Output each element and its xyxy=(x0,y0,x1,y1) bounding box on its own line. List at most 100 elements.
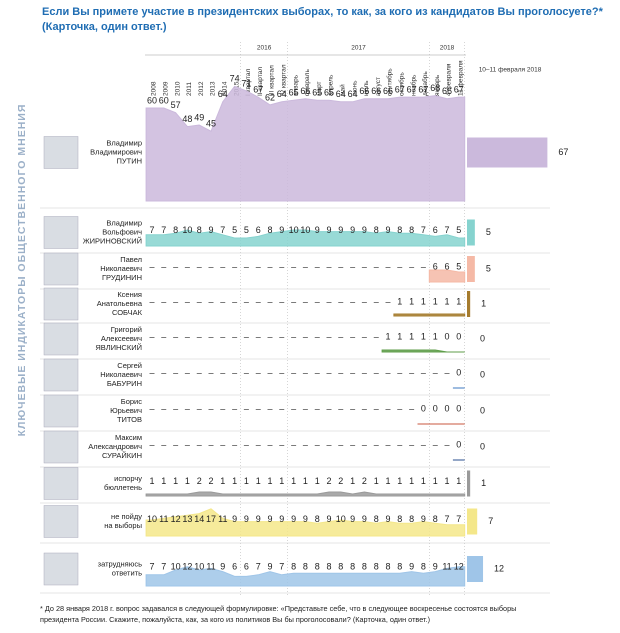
missing-label: – xyxy=(173,367,178,377)
column-label: август xyxy=(375,77,382,96)
value-label: 1 xyxy=(267,476,272,486)
missing-label: – xyxy=(244,367,249,377)
value-label: 9 xyxy=(279,514,284,524)
row-name: Алексеевич xyxy=(101,334,142,343)
value-label: 7 xyxy=(456,514,461,524)
value-label: 10 xyxy=(147,514,157,524)
value-label: 8 xyxy=(362,561,367,571)
current-bar xyxy=(467,137,548,168)
missing-label: – xyxy=(256,296,261,306)
value-label: 9 xyxy=(362,225,367,235)
missing-label: – xyxy=(291,403,296,413)
portrait xyxy=(43,216,79,249)
value-label: 1 xyxy=(232,476,237,486)
missing-label: – xyxy=(185,367,190,377)
value-label: 10 xyxy=(289,225,299,235)
missing-label: – xyxy=(267,367,272,377)
missing-label: – xyxy=(149,403,154,413)
missing-label: – xyxy=(267,296,272,306)
missing-label: – xyxy=(173,296,178,306)
value-label: 11 xyxy=(442,561,451,571)
value-label: 2 xyxy=(197,476,202,486)
missing-label: – xyxy=(197,296,202,306)
missing-label: – xyxy=(161,296,166,306)
missing-label: – xyxy=(350,331,355,341)
portrait xyxy=(43,430,79,464)
value-label: 12 xyxy=(171,514,181,524)
value-label: 6 xyxy=(433,225,438,235)
value-label: 7 xyxy=(220,225,225,235)
value-label: 8 xyxy=(374,514,379,524)
column-label: 2013 xyxy=(210,81,217,96)
missing-label: – xyxy=(185,439,190,449)
missing-label: – xyxy=(161,261,166,271)
row-name: не пойду xyxy=(111,512,142,521)
portrait xyxy=(43,467,79,500)
missing-label: – xyxy=(256,439,261,449)
value-label: 10 xyxy=(300,225,310,235)
current-label: 5 xyxy=(486,227,491,237)
current-bar xyxy=(467,219,475,246)
side-label: КЛЮЧЕВЫЕ ИНДИКАТОРЫ ОБЩЕСТВЕННОГО МНЕНИЯ xyxy=(16,104,28,437)
missing-label: – xyxy=(385,439,390,449)
row-name: Анатольевна xyxy=(97,299,143,308)
value-label: 8 xyxy=(173,225,178,235)
missing-label: – xyxy=(326,296,331,306)
missing-label: – xyxy=(232,296,237,306)
row-name: ТИТОВ xyxy=(117,415,142,424)
missing-label: – xyxy=(362,367,367,377)
value-label: 1 xyxy=(433,331,438,341)
missing-label: – xyxy=(444,367,449,377)
missing-label: – xyxy=(173,439,178,449)
value-label: 1 xyxy=(173,476,178,486)
column-label: февраль xyxy=(304,69,311,96)
value-label: 1 xyxy=(433,476,438,486)
value-label: 1 xyxy=(397,476,402,486)
value-label: 7 xyxy=(149,561,154,571)
value-label: 12 xyxy=(454,561,464,571)
missing-label: – xyxy=(244,331,249,341)
missing-label: – xyxy=(197,261,202,271)
value-label: 68 xyxy=(430,83,440,93)
missing-label: – xyxy=(291,439,296,449)
missing-label: – xyxy=(326,439,331,449)
value-label: 9 xyxy=(315,225,320,235)
portrait xyxy=(43,505,79,538)
value-label: 9 xyxy=(220,561,225,571)
missing-label: – xyxy=(279,296,284,306)
current-label: 1 xyxy=(481,298,486,308)
value-label: 64 xyxy=(277,89,287,99)
column-label: III квартал xyxy=(269,65,276,96)
value-label: 0 xyxy=(456,439,461,449)
row-name: Сергей xyxy=(117,361,142,370)
footnote: * До 28 января 2018 г. вопрос задавался … xyxy=(40,604,516,613)
missing-label: – xyxy=(149,367,154,377)
missing-label: – xyxy=(161,367,166,377)
current-label: 0 xyxy=(480,369,485,379)
missing-label: – xyxy=(385,367,390,377)
missing-label: – xyxy=(315,367,320,377)
value-label: 8 xyxy=(338,561,343,571)
value-label: 8 xyxy=(291,561,296,571)
missing-label: – xyxy=(244,261,249,271)
current-label: 0 xyxy=(480,441,485,451)
value-label: 2 xyxy=(362,476,367,486)
value-label: 57 xyxy=(171,100,181,110)
missing-label: – xyxy=(220,439,225,449)
row-name: ЯВЛИНСКИЙ xyxy=(95,343,142,352)
value-label: 8 xyxy=(397,225,402,235)
value-label: 0 xyxy=(421,403,426,413)
missing-label: – xyxy=(232,367,237,377)
missing-label: – xyxy=(397,261,402,271)
value-label: 8 xyxy=(397,514,402,524)
row-name: Григорий xyxy=(111,325,142,334)
value-label: 11 xyxy=(206,561,215,571)
missing-label: – xyxy=(385,296,390,306)
row-name: Ксения xyxy=(117,290,142,299)
value-label: 9 xyxy=(232,514,237,524)
value-label: 10 xyxy=(194,561,204,571)
value-label: 64 xyxy=(348,89,358,99)
value-label: 14 xyxy=(194,514,204,524)
current-label: 7 xyxy=(488,516,493,526)
